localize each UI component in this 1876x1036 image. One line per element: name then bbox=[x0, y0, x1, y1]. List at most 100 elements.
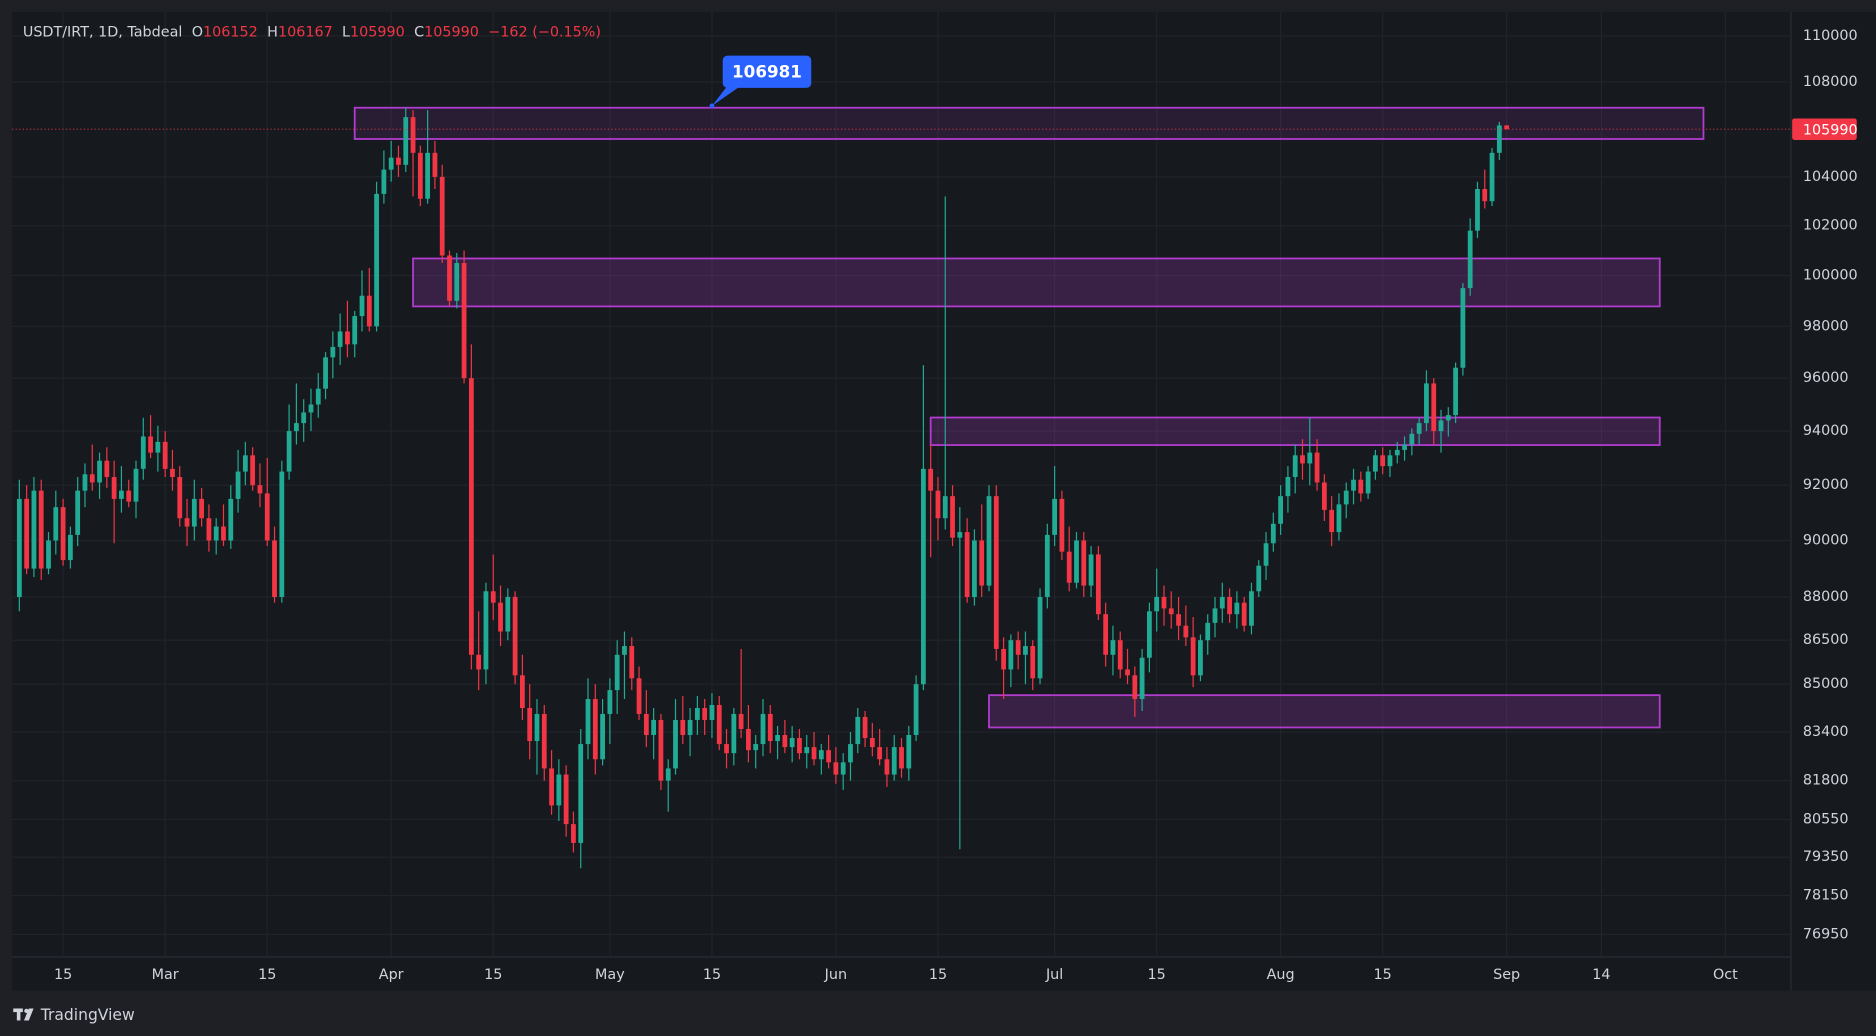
y-tick-label: 94000 bbox=[1803, 423, 1849, 439]
candle-body bbox=[323, 357, 328, 389]
last-price-label: 105990 bbox=[1803, 122, 1858, 138]
candle-body bbox=[221, 526, 226, 541]
candle-body bbox=[170, 468, 175, 478]
y-tick-label: 88000 bbox=[1803, 589, 1849, 605]
zones bbox=[353, 106, 1705, 729]
candle-body bbox=[16, 498, 22, 597]
candle-body bbox=[1227, 596, 1232, 615]
y-tick-label: 102000 bbox=[1803, 218, 1858, 234]
candle-body bbox=[724, 744, 729, 754]
candle-body bbox=[848, 744, 853, 763]
candle-body bbox=[665, 768, 671, 781]
candle-body bbox=[906, 735, 912, 769]
ohlc-value: 106167 bbox=[278, 24, 333, 40]
x-tick-label: 15 bbox=[54, 967, 72, 983]
ohlc-value: 106152 bbox=[203, 24, 258, 40]
candle-body bbox=[1256, 565, 1262, 592]
candle-body bbox=[680, 719, 686, 736]
candle-body bbox=[1475, 189, 1480, 231]
x-tick-label: 15 bbox=[1374, 967, 1392, 983]
candle-body bbox=[920, 468, 926, 685]
candle-body bbox=[1424, 383, 1429, 424]
candle-body bbox=[1183, 625, 1189, 638]
candle-body bbox=[1147, 611, 1152, 658]
candle-body bbox=[1139, 657, 1145, 700]
candle-body bbox=[461, 262, 467, 379]
price-axis bbox=[1790, 11, 1876, 991]
logo-part bbox=[16, 1008, 21, 1021]
candle-body bbox=[1066, 551, 1072, 583]
candle-body bbox=[760, 713, 766, 745]
candle-body bbox=[1278, 496, 1284, 524]
candle-body bbox=[388, 157, 394, 170]
candle-body bbox=[840, 762, 846, 775]
candle-body bbox=[1285, 477, 1291, 497]
candle-body bbox=[957, 532, 963, 538]
candle-body bbox=[1387, 455, 1393, 467]
x-tick-label: May bbox=[595, 967, 625, 983]
candle-body bbox=[1358, 479, 1364, 494]
candle-body bbox=[1044, 534, 1050, 597]
candle-body bbox=[1168, 608, 1174, 615]
candle-body bbox=[782, 735, 788, 748]
candle-body bbox=[38, 490, 44, 569]
price-marker bbox=[722, 55, 812, 88]
candle-body bbox=[468, 378, 474, 655]
candle-body bbox=[337, 331, 343, 347]
candle-body bbox=[308, 404, 314, 413]
candle-body bbox=[89, 474, 95, 483]
candle-body bbox=[797, 738, 802, 754]
candle-body bbox=[687, 719, 693, 736]
candle-body bbox=[490, 591, 496, 603]
candle-body bbox=[1292, 455, 1298, 478]
candle-body bbox=[935, 490, 941, 519]
candle-body bbox=[1489, 152, 1495, 202]
time-axis bbox=[12, 957, 1791, 991]
candle-body bbox=[1190, 637, 1196, 676]
candle-body bbox=[1445, 415, 1451, 421]
candle-body bbox=[24, 498, 30, 569]
candle-body bbox=[447, 255, 452, 301]
candle-body bbox=[702, 707, 708, 720]
ohlc-key: O bbox=[192, 24, 203, 40]
candle-body bbox=[1117, 640, 1123, 670]
candle-body bbox=[330, 346, 336, 358]
candle-body bbox=[534, 713, 540, 742]
candle-body bbox=[1438, 420, 1444, 432]
candle-body bbox=[877, 747, 883, 760]
candle-body bbox=[804, 747, 810, 754]
zone bbox=[412, 257, 1661, 308]
candle-body bbox=[1241, 602, 1247, 626]
candle-body bbox=[403, 117, 409, 165]
candle-body bbox=[417, 152, 423, 199]
candle-body bbox=[826, 750, 831, 763]
candle-body bbox=[833, 762, 839, 775]
candle-body bbox=[607, 690, 613, 714]
marker-anchor bbox=[709, 103, 715, 109]
candle-body bbox=[366, 295, 372, 327]
candle-body bbox=[359, 295, 365, 317]
candle-body bbox=[53, 507, 59, 541]
candle-body bbox=[520, 675, 525, 708]
candle-body bbox=[972, 540, 977, 597]
candle-body bbox=[119, 490, 124, 499]
change: −162 (−0.15%) bbox=[488, 24, 601, 40]
candle-body bbox=[775, 735, 780, 742]
candle-body bbox=[67, 534, 73, 561]
x-tick-label: Sep bbox=[1493, 967, 1520, 983]
candle-body bbox=[257, 485, 263, 494]
candle-body bbox=[563, 774, 569, 825]
candle-body bbox=[352, 316, 358, 345]
x-tick-label: Jun bbox=[824, 967, 847, 983]
candle-body bbox=[549, 768, 554, 806]
candle-body bbox=[571, 824, 576, 843]
candle-body bbox=[738, 713, 744, 729]
candle-body bbox=[1052, 498, 1058, 535]
candle-body bbox=[1409, 433, 1415, 445]
candle-body bbox=[250, 455, 256, 486]
candle-body bbox=[950, 496, 955, 538]
x-tick-label: 15 bbox=[484, 967, 502, 983]
candle-body bbox=[126, 490, 132, 502]
